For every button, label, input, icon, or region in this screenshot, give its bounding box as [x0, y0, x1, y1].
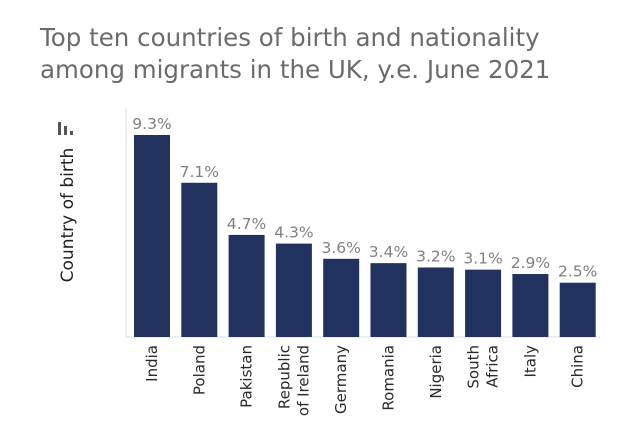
x-tick-label-line: Nigeria: [427, 345, 445, 399]
x-tick-label: Italy: [521, 345, 539, 378]
x-tick-label: Poland: [190, 345, 208, 395]
value-label: 3.6%: [322, 239, 361, 257]
bar-poland: [181, 182, 218, 337]
bar-romania: [370, 263, 407, 337]
x-tick-label-line: Romania: [380, 345, 398, 411]
bar-italy: [512, 274, 549, 337]
x-tick-label-line: Italy: [521, 345, 539, 378]
bar-germany: [323, 258, 360, 337]
x-tick-label-line: Pakistan: [238, 345, 256, 408]
x-tick-label: Republic of Ireland: [275, 345, 312, 416]
bar-india: [134, 135, 170, 337]
value-label: 2.9%: [511, 254, 550, 272]
bar-republic-of-ireland: [275, 243, 312, 337]
x-tick-label: Romania: [380, 345, 398, 411]
chart-title: Top ten countries of birth and nationali…: [40, 23, 551, 84]
value-label: 3.4%: [369, 243, 408, 261]
bar-pakistan: [228, 234, 265, 337]
x-tick-label: Germany: [332, 345, 350, 414]
x-tick-label-line: Poland: [190, 345, 208, 395]
x-tick-label: India: [143, 345, 161, 382]
x-tick-label: Nigeria: [427, 345, 445, 399]
bar-china: [559, 282, 596, 337]
bar-nigeria: [417, 267, 454, 337]
value-label: 2.5%: [558, 263, 597, 281]
x-tick-label-line: China: [569, 345, 587, 388]
value-label: 3.2%: [416, 247, 455, 265]
x-tick-label-line: Republic: [275, 345, 293, 409]
x-tick-label-line: Africa: [484, 345, 502, 388]
x-tick-label: South Africa: [465, 345, 502, 389]
x-tick-label: China: [569, 345, 587, 388]
value-label: 4.7%: [227, 215, 266, 233]
x-tick-label-line: Germany: [332, 345, 350, 414]
x-tick-label-line: India: [143, 345, 161, 382]
value-label: 3.1%: [463, 250, 502, 268]
value-label: 4.3%: [274, 224, 313, 242]
bar-chart-icon: [58, 122, 73, 135]
x-tick-label: Pakistan: [238, 345, 256, 408]
x-tick-label-line: of Ireland: [294, 345, 312, 416]
value-label: 9.3%: [132, 115, 171, 133]
bar-south-africa: [465, 269, 502, 337]
x-tick-label-line: South: [465, 345, 483, 389]
value-label: 7.1%: [180, 163, 219, 181]
